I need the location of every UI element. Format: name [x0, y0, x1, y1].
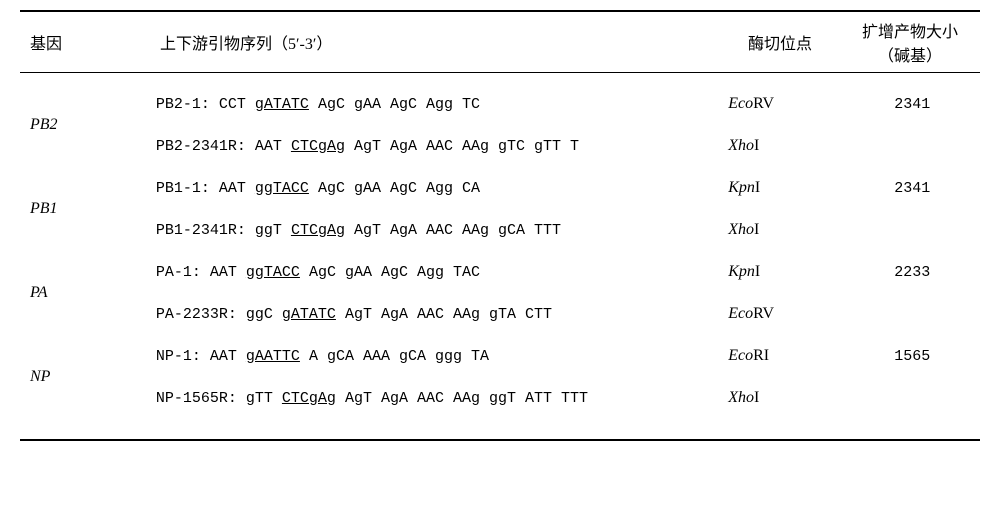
enzyme-site: KpnI	[698, 263, 844, 281]
enzyme-site: KpnI	[698, 179, 844, 197]
table-row: PAPA-1: AAT ggTACC AgC gAA AgC Agg TACKp…	[20, 251, 980, 293]
enzyme-site: EcoRI	[698, 347, 844, 365]
gene-label: PA	[20, 284, 156, 302]
primer-sequence: PA-2233R: ggC gATATC AgT AgA AAC AAg gTA…	[156, 306, 698, 323]
product-size: 2233	[844, 264, 980, 281]
primer-sequence: NP-1565R: gTT CTCgAg AgT AgA AAC AAg ggT…	[156, 390, 698, 407]
primer-sequence: PB1-1: AAT ggTACC AgC gAA AgC Agg CA	[156, 180, 698, 197]
enzyme-site: EcoRV	[698, 95, 844, 113]
header-size-line1: 扩增产物大小	[840, 18, 980, 42]
primer-sequence: PB2-1: CCT gATATC AgC gAA AgC Agg TC	[156, 96, 698, 113]
header-size: 扩增产物大小 （碱基）	[840, 18, 980, 66]
header-gene: 基因	[20, 30, 160, 54]
table-row: NP-1565R: gTT CTCgAg AgT AgA AAC AAg ggT…	[20, 377, 980, 419]
primer-sequence: PB2-2341R: AAT CTCgAg AgT AgA AAC AAg gT…	[156, 138, 698, 155]
gene-label: NP	[20, 368, 156, 386]
product-size: 2341	[844, 96, 980, 113]
header-row: 基因 上下游引物序列（5′-3′） 酶切位点 扩增产物大小 （碱基）	[20, 12, 980, 73]
primer-table: 基因 上下游引物序列（5′-3′） 酶切位点 扩增产物大小 （碱基） PB2PB…	[20, 10, 980, 441]
table-row: PA-2233R: ggC gATATC AgT AgA AAC AAg gTA…	[20, 293, 980, 335]
enzyme-site: EcoRV	[698, 305, 844, 323]
table-row: PB2PB2-1: CCT gATATC AgC gAA AgC Agg TCE…	[20, 83, 980, 125]
gene-label: PB2	[20, 116, 156, 134]
primer-sequence: PA-1: AAT ggTACC AgC gAA AgC Agg TAC	[156, 264, 698, 281]
enzyme-site: XhoI	[698, 389, 844, 407]
enzyme-site: XhoI	[698, 137, 844, 155]
table-body: PB2PB2-1: CCT gATATC AgC gAA AgC Agg TCE…	[20, 73, 980, 441]
header-size-line2: （碱基）	[840, 42, 980, 66]
primer-sequence: NP-1: AAT gAATTC A gCA AAA gCA ggg TA	[156, 348, 698, 365]
primer-sequence: PB1-2341R: ggT CTCgAg AgT AgA AAC AAg gC…	[156, 222, 698, 239]
gene-label: PB1	[20, 200, 156, 218]
table-row: PB2-2341R: AAT CTCgAg AgT AgA AAC AAg gT…	[20, 125, 980, 167]
header-primer: 上下游引物序列（5′-3′）	[160, 30, 720, 54]
product-size: 1565	[844, 348, 980, 365]
table-row: NPNP-1: AAT gAATTC A gCA AAA gCA ggg TAE…	[20, 335, 980, 377]
table-row: PB1-2341R: ggT CTCgAg AgT AgA AAC AAg gC…	[20, 209, 980, 251]
product-size: 2341	[844, 180, 980, 197]
enzyme-site: XhoI	[698, 221, 844, 239]
header-enzyme: 酶切位点	[720, 30, 840, 54]
table-row: PB1PB1-1: AAT ggTACC AgC gAA AgC Agg CAK…	[20, 167, 980, 209]
